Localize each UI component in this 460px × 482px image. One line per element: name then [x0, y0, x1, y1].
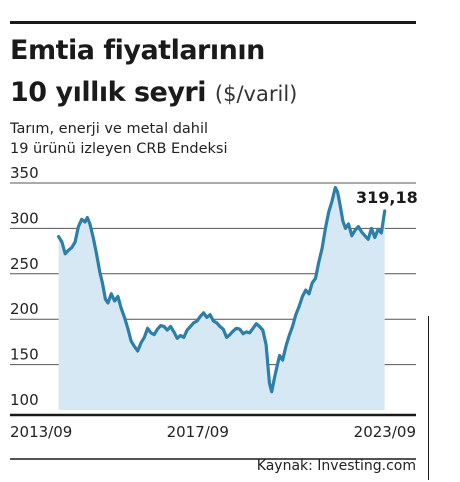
- x-tick-label-2: 2023/09: [354, 423, 416, 441]
- y-tick-labels: 350 300 250 200 150 100: [10, 164, 39, 409]
- y-tick-label-300: 300: [10, 209, 39, 227]
- y-tick-label-100: 100: [10, 391, 39, 409]
- source-note: Kaynak: Investing.com: [256, 458, 416, 474]
- x-tick-label-0: 2013/09: [10, 423, 72, 441]
- y-tick-label-200: 200: [10, 300, 39, 318]
- y-tick-label-250: 250: [10, 255, 39, 273]
- top-rule: [10, 21, 416, 24]
- chart-subtitle-line1: Tarım, enerji ve metal dahil: [10, 121, 209, 137]
- last-value-label: 319,18: [356, 188, 418, 207]
- series-line: [57, 185, 387, 394]
- chart: 350 300 250 200 150 100 2013/09 2017/09 2023/09…: [10, 164, 418, 460]
- chart-title-main: 10 yıllık seyri: [10, 77, 207, 108]
- chart-title-line2: 10 yıllık seyri ($/varil): [10, 77, 297, 108]
- chart-unit: ($/varil): [214, 82, 298, 106]
- y-tick-label-350: 350: [10, 164, 39, 182]
- area-fill: [58, 187, 385, 410]
- chart-title-line1: Emtia fiyatlarının: [10, 35, 265, 66]
- chart-subtitle-line2: 19 ürünü izleyen CRB Endeksi: [10, 141, 228, 157]
- right-rule: [428, 316, 429, 480]
- x-axis: 2013/09 2017/09 2023/09: [10, 413, 416, 460]
- x-tick-label-1: 2017/09: [167, 423, 229, 441]
- y-tick-label-150: 150: [10, 346, 39, 364]
